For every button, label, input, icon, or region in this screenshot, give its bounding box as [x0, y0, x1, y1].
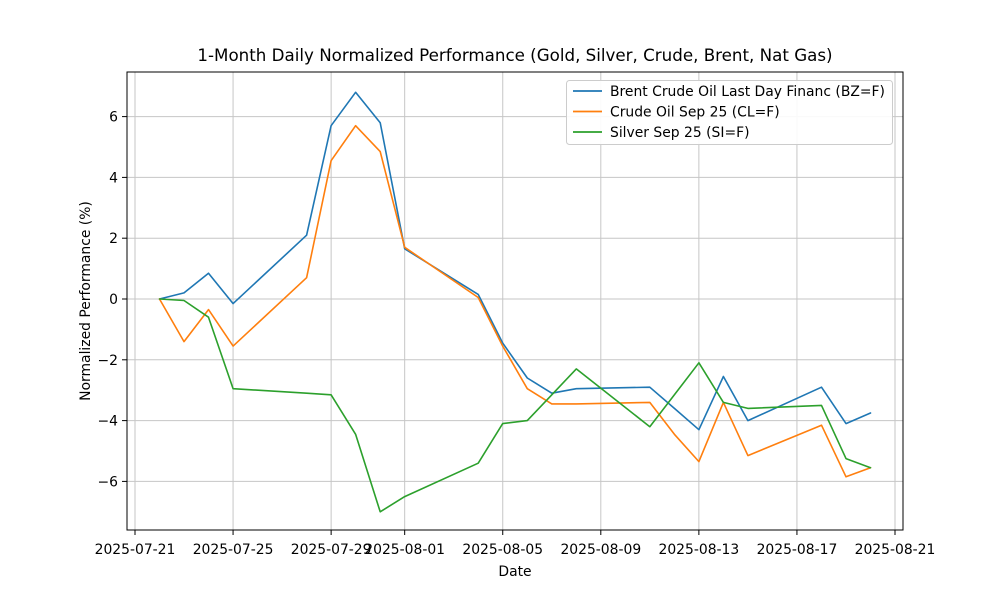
- y-tick-label: 2: [109, 231, 118, 247]
- y-tick-label: −2: [98, 353, 118, 369]
- legend-label: Silver Sep 25 (SI=F): [610, 125, 750, 141]
- x-tick-label: 2025-08-01: [364, 542, 445, 558]
- x-tick-label: 2025-07-29: [291, 542, 372, 558]
- series-line-crude: [158, 124, 872, 478]
- legend-item: Silver Sep 25 (SI=F): [573, 125, 750, 141]
- legend-box: [566, 80, 893, 145]
- axes-layer: −6 −4 −2 0 2 4 6 2025-07-21 2025-07-25 2025-07-29…: [95, 71, 936, 558]
- x-tick-label: 2025-08-05: [462, 542, 543, 558]
- y-tick-label: 6: [109, 110, 118, 126]
- legend-item: Crude Oil Sep 25 (CL=F): [573, 104, 780, 120]
- y-tick-label: −6: [98, 474, 118, 490]
- legend-item: Brent Crude Oil Last Day Financ (BZ=F): [573, 84, 885, 100]
- legend-label: Brent Crude Oil Last Day Financ (BZ=F): [610, 84, 885, 100]
- y-tick-label: 0: [109, 292, 118, 308]
- y-tick-label: 4: [109, 170, 118, 186]
- x-tick-label: 2025-08-09: [560, 542, 641, 558]
- series-layer: [158, 91, 872, 513]
- x-tick-label: 2025-08-17: [757, 542, 838, 558]
- x-tick-label: 2025-07-25: [193, 542, 274, 558]
- x-tick-label: 2025-07-21: [95, 542, 176, 558]
- series-line-brent: [158, 91, 872, 431]
- grid-layer: [127, 72, 903, 530]
- y-axis-label: Normalized Performance (%): [78, 201, 94, 401]
- plot-border: [126, 71, 904, 531]
- series-line-silver: [158, 298, 872, 513]
- x-axis-label: Date: [498, 564, 531, 580]
- legend-label: Crude Oil Sep 25 (CL=F): [610, 104, 780, 120]
- y-tick-label: −4: [98, 414, 119, 430]
- chart-title: 1-Month Daily Normalized Performance (Go…: [197, 45, 832, 65]
- legend: Brent Crude Oil Last Day Financ (BZ=F) Cr…: [566, 80, 893, 145]
- x-tick-label: 2025-08-13: [659, 542, 740, 558]
- x-tick-label: 2025-08-21: [855, 542, 936, 558]
